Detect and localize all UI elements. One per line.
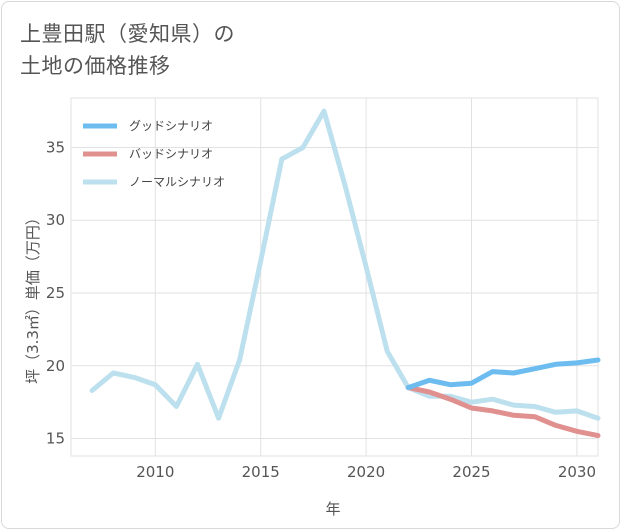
y-tick-label: 20 xyxy=(46,357,65,375)
x-tick-label: 2030 xyxy=(558,463,596,481)
series-line-1 xyxy=(405,385,601,439)
series-line-2 xyxy=(405,357,601,391)
x-axis-label: 年 xyxy=(325,500,340,518)
chart-title-line-1: 上豊田駅（愛知県）の xyxy=(20,22,235,46)
y-tick-label: 25 xyxy=(46,284,65,302)
x-tick-label: 2015 xyxy=(242,463,280,481)
legend-label-1: バッドシナリオ xyxy=(129,147,213,161)
legend-label-0: グッドシナリオ xyxy=(129,119,213,133)
x-tick-label: 2020 xyxy=(347,463,385,481)
chart-title: 上豊田駅（愛知県）の 土地の価格推移 xyxy=(20,18,235,82)
y-tick-label: 15 xyxy=(46,430,65,448)
chart-title-line-2: 土地の価格推移 xyxy=(20,54,171,78)
series-line-0 xyxy=(89,108,601,421)
legend-label-2: ノーマルシナリオ xyxy=(129,175,225,189)
y-tick-label: 30 xyxy=(46,211,65,229)
x-tick-label: 2025 xyxy=(452,463,490,481)
plot-area-frame xyxy=(70,97,599,457)
x-tick-label: 2010 xyxy=(136,463,174,481)
y-axis-label: 坪（3.3㎡）単価（万円） xyxy=(24,210,42,384)
y-tick-label: 35 xyxy=(46,138,65,156)
series-lines xyxy=(89,108,601,439)
